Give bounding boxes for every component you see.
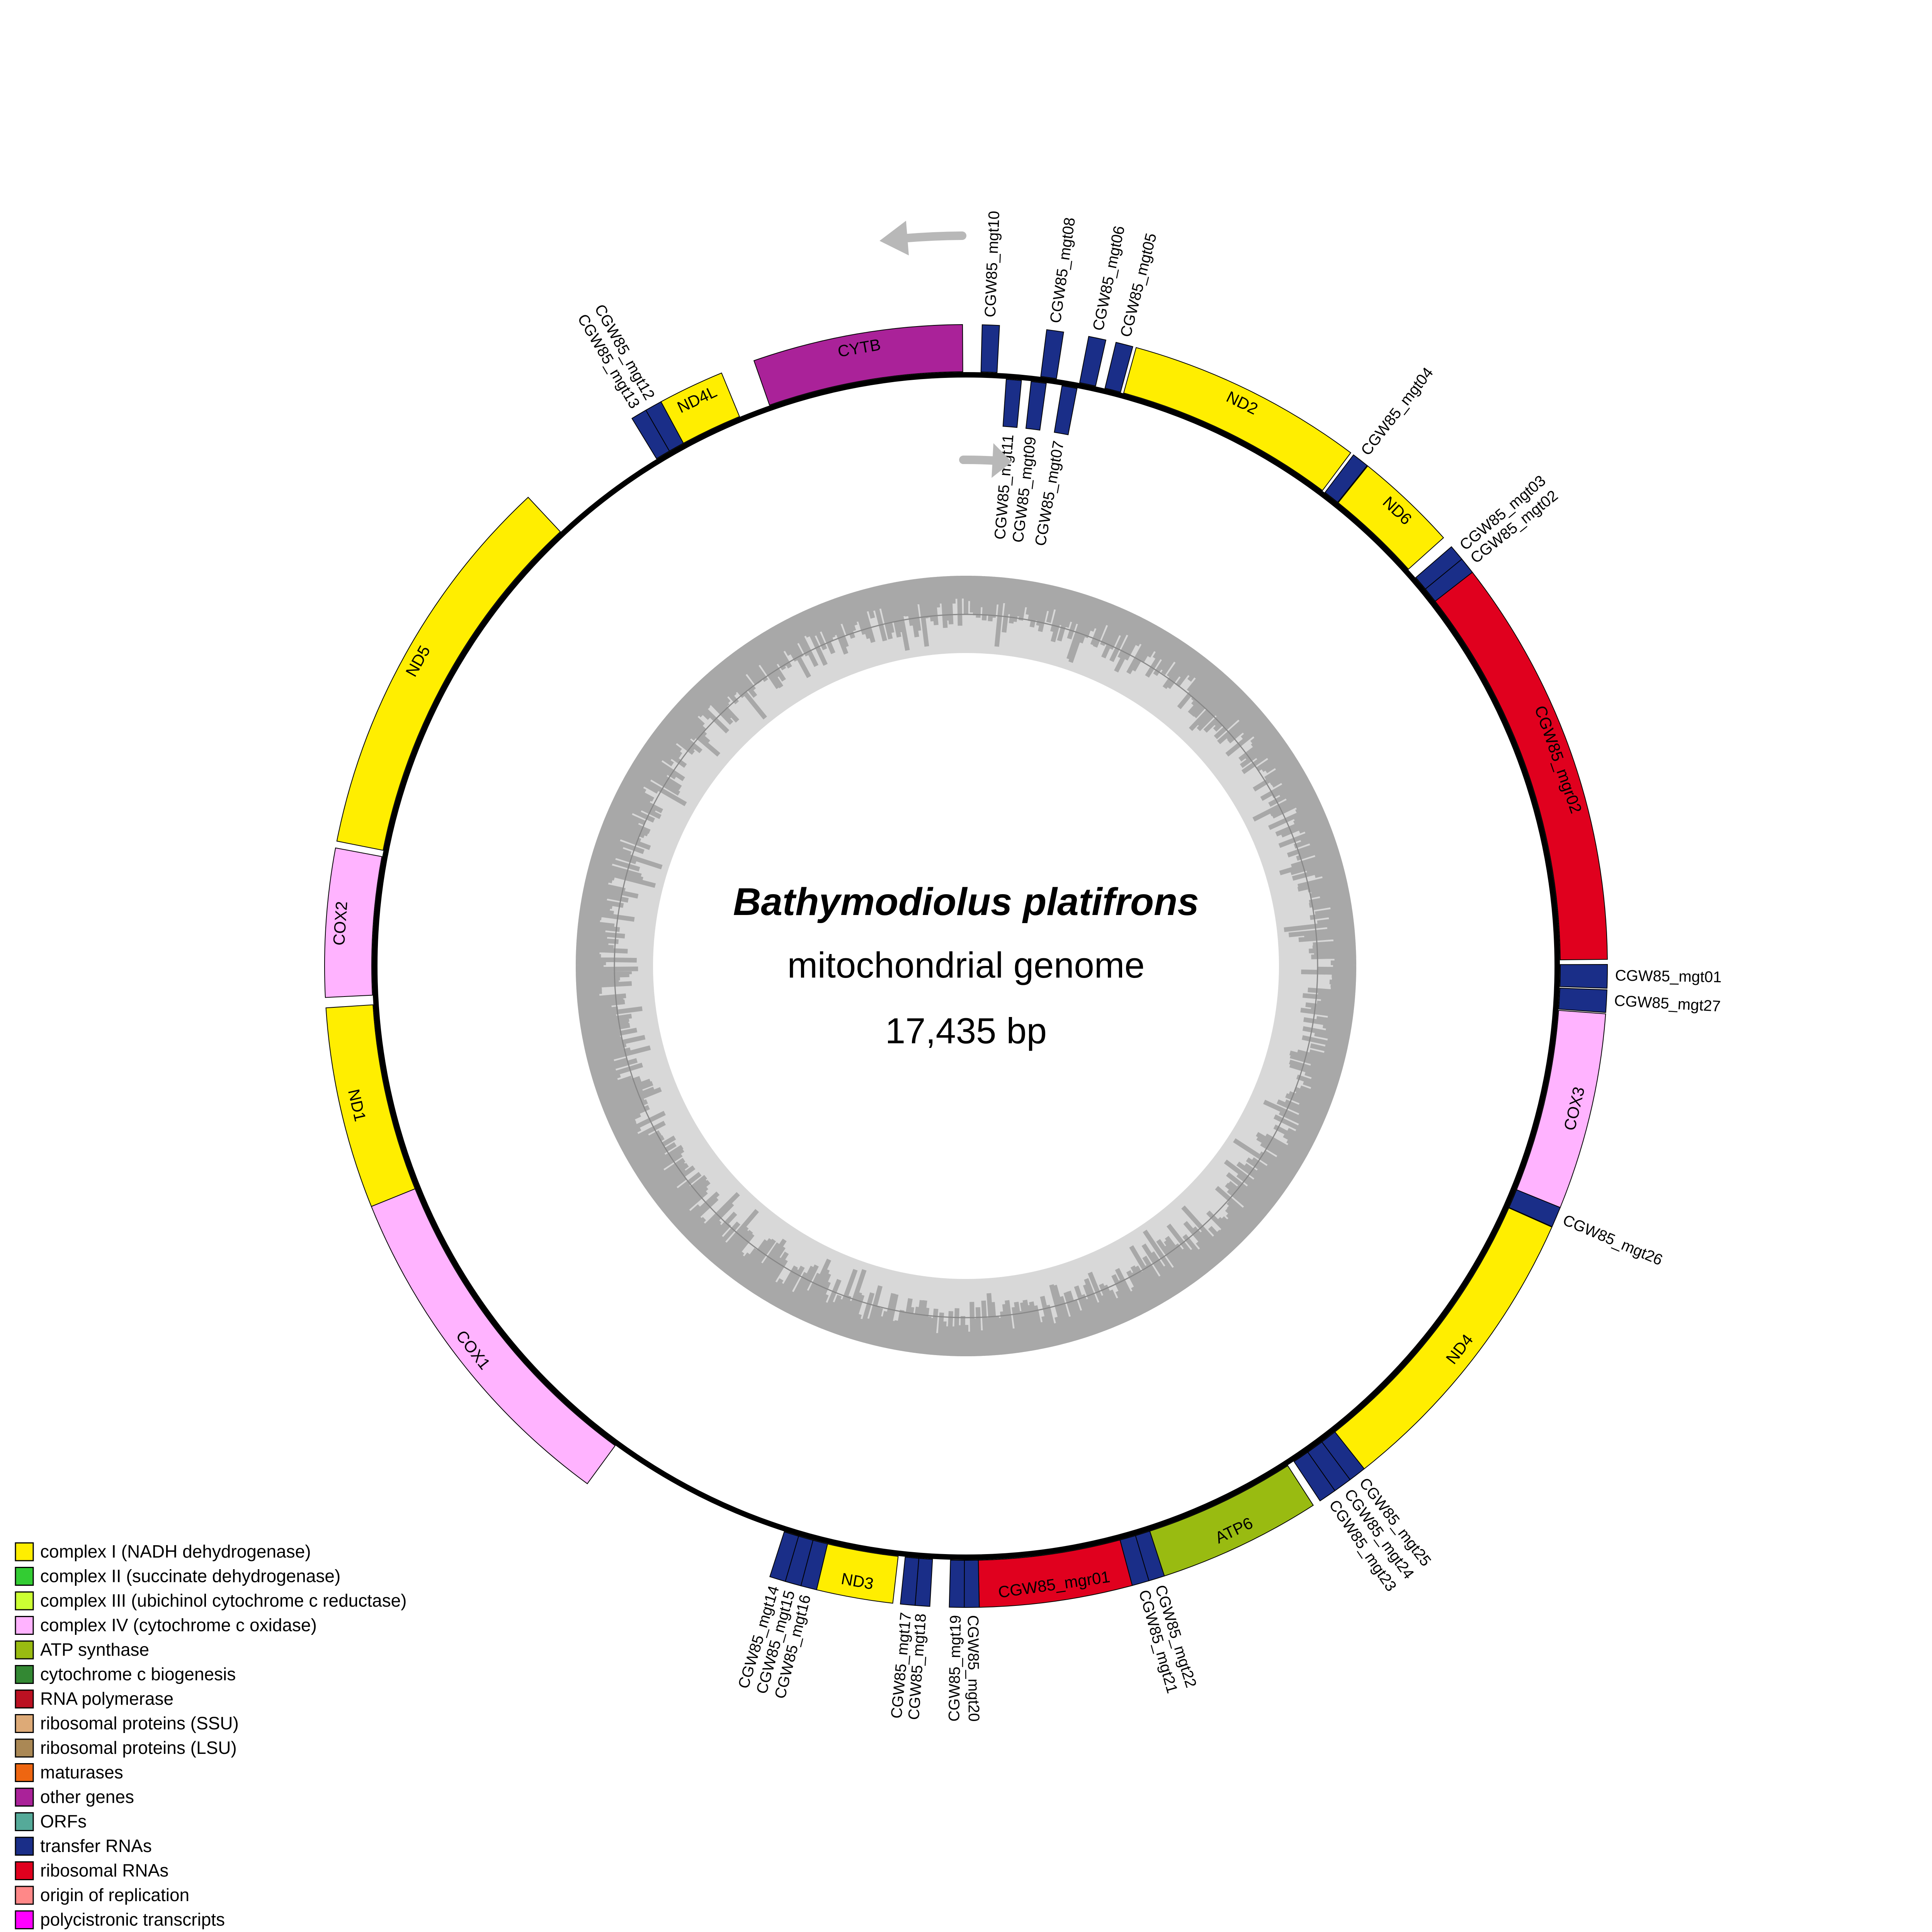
feature-cox3 (1516, 1010, 1606, 1208)
feature-cgw85-mgt14 (769, 1531, 799, 1582)
feature-label-cgw85-mgt19: CGW85_mgt19 (946, 1615, 964, 1721)
feature-label-cgw85-mgt10: CGW85_mgt10 (982, 211, 1003, 318)
legend-swatch (15, 1689, 34, 1709)
feature-label-cgw85-mgt20: CGW85_mgt20 (964, 1615, 982, 1722)
feature-cgw85-mgt09 (1025, 381, 1047, 431)
feature-nd2 (1123, 347, 1352, 491)
legend-label: ATP synthase (40, 1639, 149, 1660)
feature-cgw85-mgt07 (1054, 385, 1078, 435)
legend-swatch (15, 1787, 34, 1807)
genome-backbone-circle (372, 372, 1560, 1560)
feature-cox2 (324, 847, 383, 998)
legend-swatch (15, 1837, 34, 1856)
feature-cgw85-mgt23 (1293, 1451, 1336, 1502)
legend-label: maturases (40, 1762, 123, 1782)
feature-nd1 (325, 1004, 416, 1207)
legend-label: complex I (NADH dehydrogenase) (40, 1541, 311, 1561)
legend-swatch (15, 1861, 34, 1880)
legend-label: origin of replication (40, 1885, 189, 1905)
feature-nd5 (336, 497, 561, 851)
gc-content-ring (575, 575, 1357, 1357)
legend-swatch (15, 1665, 34, 1684)
feature-cgw85-mgt10 (980, 324, 1000, 373)
legend-swatch (15, 1886, 34, 1905)
feature-cgw85-mgt04 (1324, 454, 1368, 503)
legend-label: transfer RNAs (40, 1836, 152, 1856)
strand-direction-arrows (879, 221, 1012, 478)
feature-cox1 (371, 1188, 616, 1485)
feature-label-cgw85-mgt04: CGW85_mgt04 (1358, 364, 1437, 459)
inner-strand-arrow-head (992, 443, 1012, 478)
legend-label: cytochrome c biogenesis (40, 1664, 236, 1684)
legend-label: ribosomal proteins (SSU) (40, 1713, 239, 1733)
feature-cgw85-mgt17 (900, 1556, 919, 1606)
legend-swatch (15, 1763, 34, 1782)
feature-cgw85-mgt26 (1508, 1189, 1561, 1227)
feature-nd4l (660, 372, 740, 444)
gc-midline (614, 614, 1318, 1318)
legend-label: complex II (succinate dehydrogenase) (40, 1566, 340, 1586)
feature-cgw85-mgt20 (964, 1560, 980, 1608)
legend-label: polycistronic transcripts (40, 1910, 225, 1930)
feature-cgw85-mgt08 (1040, 329, 1064, 379)
feature-nd6 (1337, 465, 1444, 570)
legend-swatch (15, 1542, 34, 1561)
legend-swatch (15, 1910, 34, 1929)
genome-subtitle: mitochondrial genome (787, 945, 1145, 985)
legend-swatch (15, 1812, 34, 1831)
legend-label: ORFs (40, 1811, 87, 1832)
legend-label: ribosomal RNAs (40, 1861, 168, 1881)
legend-label: complex IV (cytochrome c oxidase) (40, 1615, 317, 1635)
legend-swatch (15, 1591, 34, 1611)
genome-size: 17,435 bp (885, 1010, 1047, 1051)
legend-label: complex III (ubichinol cytochrome c redu… (40, 1590, 407, 1611)
feature-cgw85-mgt19 (949, 1560, 965, 1608)
species-title: Bathymodiolus platifrons (733, 880, 1199, 923)
feature-label-cgw85-mgt08: CGW85_mgt08 (1047, 216, 1078, 324)
feature-cgw85-mgr02 (1434, 571, 1608, 961)
feature-track (324, 324, 1608, 1608)
legend-label: other genes (40, 1787, 134, 1807)
feature-nd4 (1334, 1207, 1553, 1469)
legend-swatch (15, 1714, 34, 1733)
feature-label-cgw85-mgt27: CGW85_mgt27 (1614, 992, 1721, 1015)
feature-cgw85-mgt11 (1002, 379, 1022, 428)
legend-swatch (15, 1640, 34, 1660)
outer-strand-arrow-head (879, 221, 909, 255)
feature-cgw85-mgt27 (1558, 988, 1607, 1013)
legend-label: ribosomal proteins (LSU) (40, 1738, 237, 1758)
legend-swatch (15, 1616, 34, 1635)
feature-cgw85-mgt01 (1560, 964, 1608, 989)
legend-swatch (15, 1567, 34, 1586)
feature-label-cgw85-mgt01: CGW85_mgt01 (1615, 967, 1721, 986)
legend-swatch (15, 1738, 34, 1758)
legend: complex I (NADH dehydrogenase) complex II… (15, 1541, 407, 1930)
feature-cgw85-mgt05 (1104, 342, 1133, 393)
legend-label: RNA polymerase (40, 1689, 173, 1709)
feature-cgw85-mgt06 (1079, 336, 1107, 387)
inner-strand-arrow-shaft (959, 456, 997, 465)
feature-cytb (753, 324, 963, 406)
feature-label-cgw85-mgt26: CGW85_mgt26 (1560, 1211, 1665, 1269)
gc-content-ticks (575, 575, 1357, 1357)
outer-strand-arrow-shaft (903, 231, 967, 243)
feature-label-cox2: COX2 (330, 901, 351, 946)
